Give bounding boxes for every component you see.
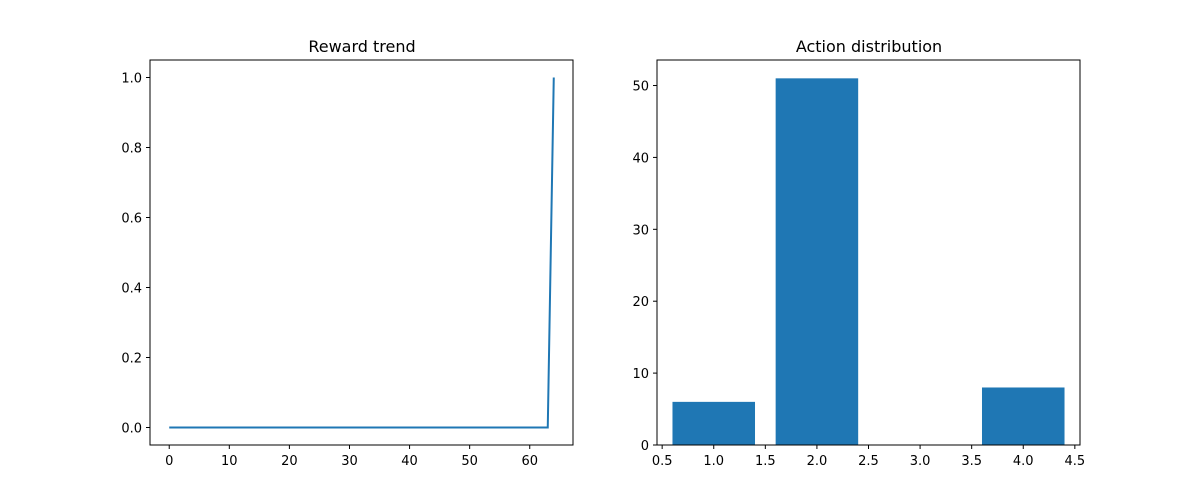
reward-trend-x-tick-label: 10 xyxy=(221,454,238,469)
action-bar xyxy=(981,387,1065,445)
reward-trend-y-tick-label: 0.2 xyxy=(121,352,142,367)
reward-trend-y-tick-label: 0.4 xyxy=(121,282,142,297)
reward-trend-y-tick-label: 0.0 xyxy=(121,422,142,437)
action-distribution-x-tick-label: 3.0 xyxy=(910,454,931,469)
action-distribution-y-tick-label: 30 xyxy=(632,223,649,238)
action-bar xyxy=(672,401,756,445)
action-distribution-x-tick-label: 2.0 xyxy=(807,454,828,469)
action-distribution-plot: 0.5 1.0 1.5 2.0 2.5 3.0 3.5 4.0 4.5 0 10 20 30 40 50 xyxy=(632,59,1085,469)
reward-trend-panel: Reward trend 0 10 20 30 40 50 60 0.0 0.2 0.4 0.6 0.… xyxy=(121,37,574,469)
action-distribution-x-tick-label: 4.5 xyxy=(1064,454,1085,469)
action-distribution-y-tick-label: 10 xyxy=(632,367,649,382)
action-distribution-y-tick-label: 0 xyxy=(641,439,649,454)
reward-trend-y-tick-label: 0.8 xyxy=(121,142,142,157)
action-distribution-y-tick-label: 50 xyxy=(632,80,649,95)
reward-trend-x-tick-label: 60 xyxy=(521,454,538,469)
reward-line xyxy=(169,77,555,429)
action-distribution-y-tick-label: 20 xyxy=(632,295,649,310)
action-distribution-x-tick-label: 1.0 xyxy=(703,454,724,469)
action-distribution-panel: Action distribution 0.5 1.0 1.5 2.0 2.5 3.0 3.… xyxy=(632,37,1085,469)
action-distribution-x-tick-label: 2.5 xyxy=(858,454,879,469)
action-distribution-axes-frame xyxy=(656,59,1081,446)
reward-trend-x-tick-label: 30 xyxy=(341,454,358,469)
reward-trend-x-tick-label: 40 xyxy=(401,454,418,469)
action-distribution-x-tick-label: 3.5 xyxy=(961,454,982,469)
reward-trend-title: Reward trend xyxy=(308,37,415,56)
action-distribution-x-tick-label: 0.5 xyxy=(652,454,673,469)
action-distribution-x-tick-label: 1.5 xyxy=(755,454,776,469)
action-bar xyxy=(775,78,859,445)
action-distribution-title: Action distribution xyxy=(796,37,942,56)
action-distribution-x-tick-label: 4.0 xyxy=(1013,454,1034,469)
reward-trend-plot: 0 10 20 30 40 50 60 0.0 0.2 0.4 0.6 0.8 1.0 xyxy=(121,59,574,469)
reward-trend-x-tick-label: 20 xyxy=(281,454,298,469)
reward-trend-y-tick-label: 0.6 xyxy=(121,212,142,227)
reward-trend-x-tick-label: 50 xyxy=(461,454,478,469)
reward-trend-y-tick-label: 1.0 xyxy=(121,72,142,87)
action-distribution-y-tick-label: 40 xyxy=(632,151,649,166)
reward-trend-x-tick-label: 0 xyxy=(165,454,173,469)
reward-trend-axes-frame xyxy=(149,59,574,446)
